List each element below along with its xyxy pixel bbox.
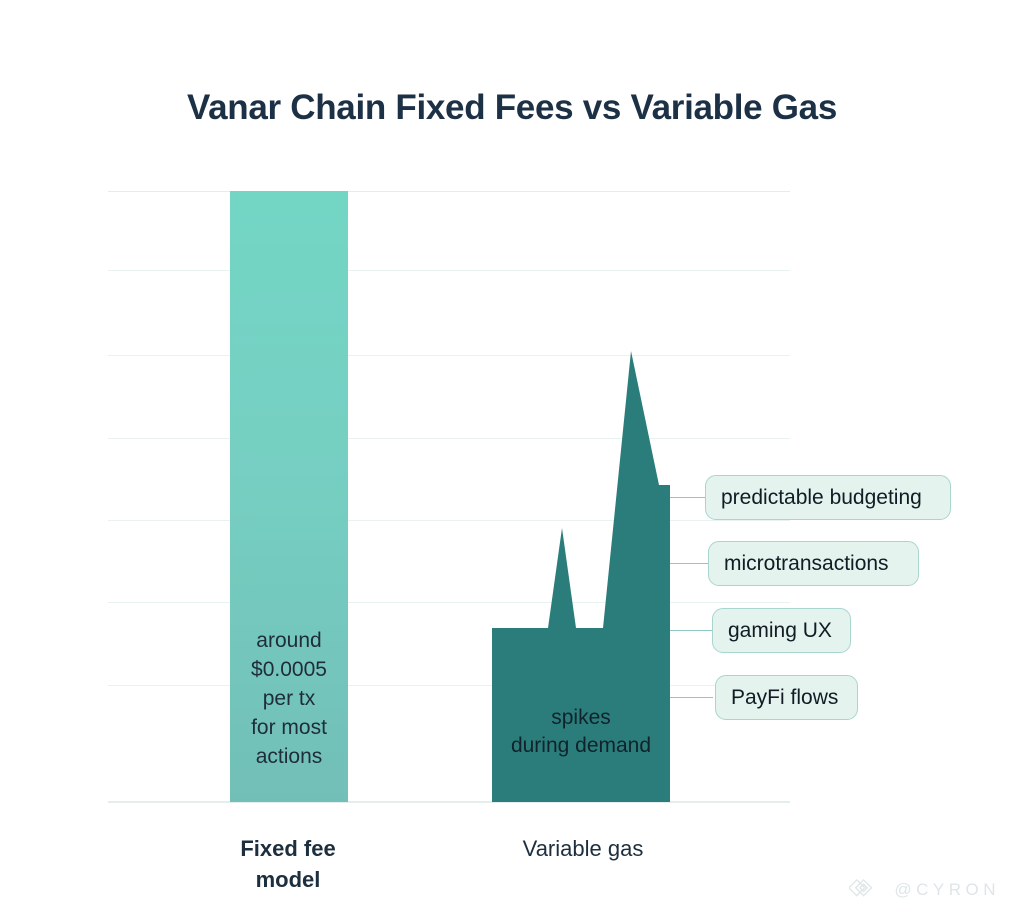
bar-fixed-fee[interactable] (230, 191, 348, 802)
x-axis-label-variable-gas: Variable gas (522, 836, 644, 861)
callout-label: predictable budgeting (721, 485, 922, 509)
callout-payfi-flows[interactable]: PayFi flows (715, 675, 858, 720)
chart-title: Vanar Chain Fixed Fees vs Variable Gas (186, 88, 838, 127)
callout-gaming-ux[interactable]: gaming UX (712, 608, 851, 653)
bar-variable-gas[interactable] (108, 185, 790, 805)
watermark: @CYRON (849, 878, 1000, 902)
callout-leader-line (670, 697, 713, 698)
callout-microtransactions[interactable]: microtransactions (708, 541, 919, 586)
bar-fixed-fee-annotation: around $0.0005 per tx for most actions (251, 629, 327, 768)
callout-label: microtransactions (724, 551, 889, 575)
gridline (108, 438, 790, 439)
watermark-handle: @CYRON (894, 880, 1000, 899)
plot-area: around $0.0005 per tx for most actions s… (108, 185, 790, 805)
callout-leader-line (670, 563, 708, 564)
gridline (108, 270, 790, 271)
callout-label: gaming UX (728, 618, 832, 642)
callout-label: PayFi flows (731, 685, 839, 709)
axis-baseline (108, 801, 790, 803)
callout-predictable-budgeting[interactable]: predictable budgeting (705, 475, 951, 520)
gridline (108, 191, 790, 192)
bar-variable-gas-annotation: spikes during demand (510, 706, 652, 757)
x-axis-label-fixed-fee-model: Fixed fee model (240, 836, 336, 892)
gridline (108, 685, 790, 686)
gridline (108, 602, 790, 603)
callout-leader-line (670, 497, 713, 498)
gridline (108, 355, 790, 356)
diamond-logo-icon (849, 878, 873, 897)
callout-leader-line (670, 630, 713, 631)
gridline (108, 520, 790, 521)
